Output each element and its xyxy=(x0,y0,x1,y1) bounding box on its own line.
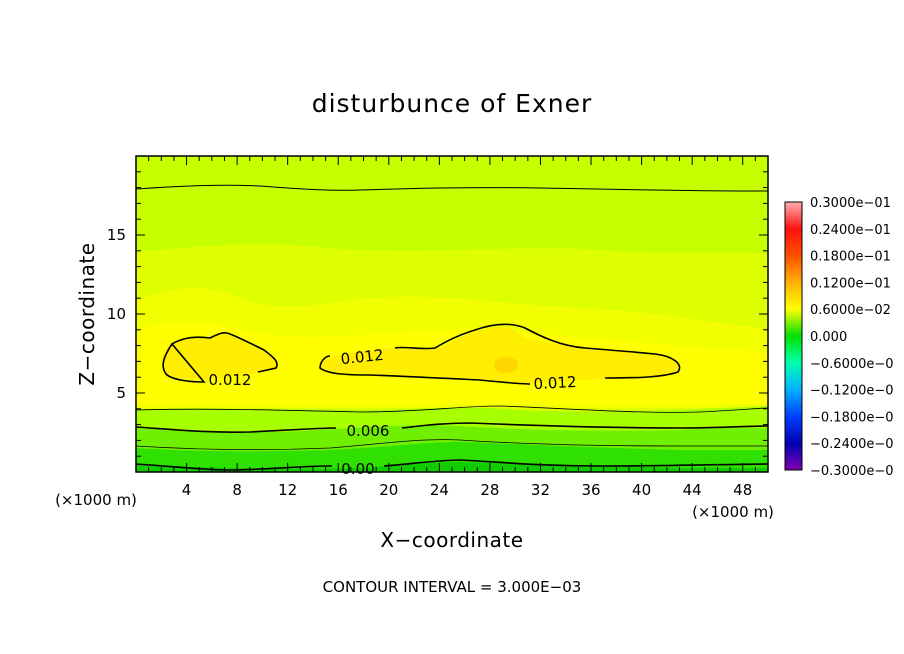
x-tick-label: 12 xyxy=(278,481,297,499)
colorbar-label: 0.1800e−01 xyxy=(810,250,891,265)
x-tick-label: 8 xyxy=(232,481,242,499)
colorbar-label: 0.3000e−01 xyxy=(810,196,891,211)
y-axis-label: Z−coordinate xyxy=(75,242,99,385)
x-tick-label: 24 xyxy=(430,481,449,499)
colorbar-label: 0.000 xyxy=(810,330,847,345)
contour-lines xyxy=(136,184,768,471)
x-tick-label: 16 xyxy=(329,481,348,499)
contour-line-0-003 xyxy=(136,439,768,451)
colorbar-label: −0.2400e−0 xyxy=(810,437,894,452)
contour-line-0-012-right xyxy=(319,323,681,385)
x-axis-label: X−coordinate xyxy=(380,528,523,552)
contour-line-0-006 xyxy=(136,422,768,433)
contour-fill xyxy=(136,156,768,472)
contour-line-0-012-left xyxy=(162,331,278,383)
colorbar-label: 0.6000e−02 xyxy=(810,303,891,318)
y-tick-label: 10 xyxy=(107,305,126,323)
x-tick-label: 48 xyxy=(733,481,752,499)
contour-label: 0.00 xyxy=(341,460,374,478)
contour-label: 0.012 xyxy=(209,371,252,389)
x-tick-label: 36 xyxy=(581,481,600,499)
contour-line-0-00 xyxy=(136,459,768,471)
contour-label: 0.012 xyxy=(533,373,577,393)
colorbar-label: −0.1200e−0 xyxy=(810,384,894,399)
x-unit-left: (×1000 m) xyxy=(55,491,137,509)
y-tick-label: 15 xyxy=(107,226,126,244)
colorbar xyxy=(784,201,803,471)
x-tick-labels: 4 8 12 16 20 24 28 32 36 40 44 48 xyxy=(182,481,752,499)
x-tick-label: 20 xyxy=(379,481,398,499)
band-orange-2 xyxy=(320,326,679,383)
band-green xyxy=(136,442,768,472)
contour-label: 0.006 xyxy=(347,422,390,440)
x-tick-label: 32 xyxy=(531,481,550,499)
y-tick-labels: 5 10 15 xyxy=(107,226,126,402)
chart-title: disturbunce of Exner xyxy=(312,89,593,118)
band-local-max xyxy=(494,357,518,373)
x-tick-label: 4 xyxy=(182,481,192,499)
contour-line-top xyxy=(136,184,768,192)
x-tick-label: 28 xyxy=(480,481,499,499)
contour-labels: 0.012 0.012 0.012 0.006 0.00 xyxy=(209,346,577,478)
colorbar-label: 0.1200e−01 xyxy=(810,276,891,291)
x-tick-label: 44 xyxy=(683,481,702,499)
colorbar-labels: 0.3000e−01 0.2400e−01 0.1800e−01 0.1200e−01… xyxy=(810,196,894,479)
colorbar-label: −0.1800e−0 xyxy=(810,410,894,425)
contour-interval-footer: CONTOUR INTERVAL = 3.000E−03 xyxy=(323,578,582,596)
contour-label: 0.012 xyxy=(340,346,385,368)
colorbar-label: −0.6000e−0 xyxy=(810,357,894,372)
colorbar-label: 0.2400e−01 xyxy=(810,223,891,238)
contour-line-0-009 xyxy=(136,405,768,413)
colorbar-label: −0.3000e−0 xyxy=(810,464,894,479)
axis-ticks xyxy=(136,156,768,472)
x-unit-right: (×1000 m) xyxy=(692,503,774,521)
y-tick-label: 5 xyxy=(116,384,126,402)
band-orange-1 xyxy=(161,333,278,380)
x-tick-label: 40 xyxy=(632,481,651,499)
